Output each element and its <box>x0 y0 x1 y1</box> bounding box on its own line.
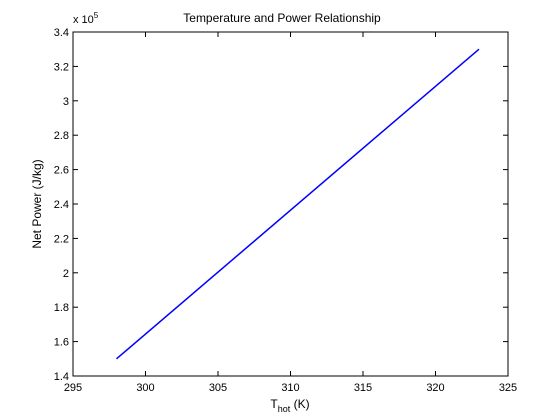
y-tick-label: 3 <box>63 96 69 108</box>
x-tick-label: 300 <box>136 382 154 394</box>
y-exponent-power: 5 <box>94 11 99 20</box>
y-tick-label: 2.4 <box>54 199 69 211</box>
series-line <box>116 48 480 360</box>
x-tick-label: 295 <box>64 382 82 394</box>
y-exponent-prefix: x 10 <box>73 14 94 26</box>
plot-area <box>72 31 509 377</box>
x-tick-label: 315 <box>354 382 372 394</box>
x-tick-label: 320 <box>426 382 444 394</box>
x-tick-label: 310 <box>281 382 299 394</box>
y-tick-label: 2.8 <box>54 130 69 142</box>
y-tick-label: 3.2 <box>54 61 69 73</box>
y-tick-label: 1.6 <box>54 337 69 349</box>
x-axis-label: Thot (K) <box>270 397 309 414</box>
y-tick-label: 1.8 <box>54 302 69 314</box>
y-tick-label: 3.4 <box>54 27 69 39</box>
x-tick-label: 325 <box>499 382 517 394</box>
series-layer <box>116 48 480 360</box>
x-tick-label: 305 <box>209 382 227 394</box>
y-tick-label: 2 <box>63 268 69 280</box>
y-tick-label: 2.2 <box>54 233 69 245</box>
chart-title: Temperature and Power Relationship <box>183 11 381 25</box>
x-axis-label-unit: (K) <box>290 397 309 411</box>
y-axis-label: Net Power (J/kg) <box>30 159 44 248</box>
x-axis-ticks: 295 300 305 310 315 320 325 <box>64 32 517 394</box>
y-axis-ticks: 1.4 1.6 1.8 2 2.2 2.4 2.6 2.8 3 3.2 3.4 <box>54 27 508 383</box>
y-exponent-label: x 105 <box>73 11 99 26</box>
x-axis-label-main: T <box>270 397 278 411</box>
x-axis-label-subscript: hot <box>278 404 291 414</box>
y-tick-label: 2.6 <box>54 165 69 177</box>
y-tick-label: 1.4 <box>54 371 69 383</box>
